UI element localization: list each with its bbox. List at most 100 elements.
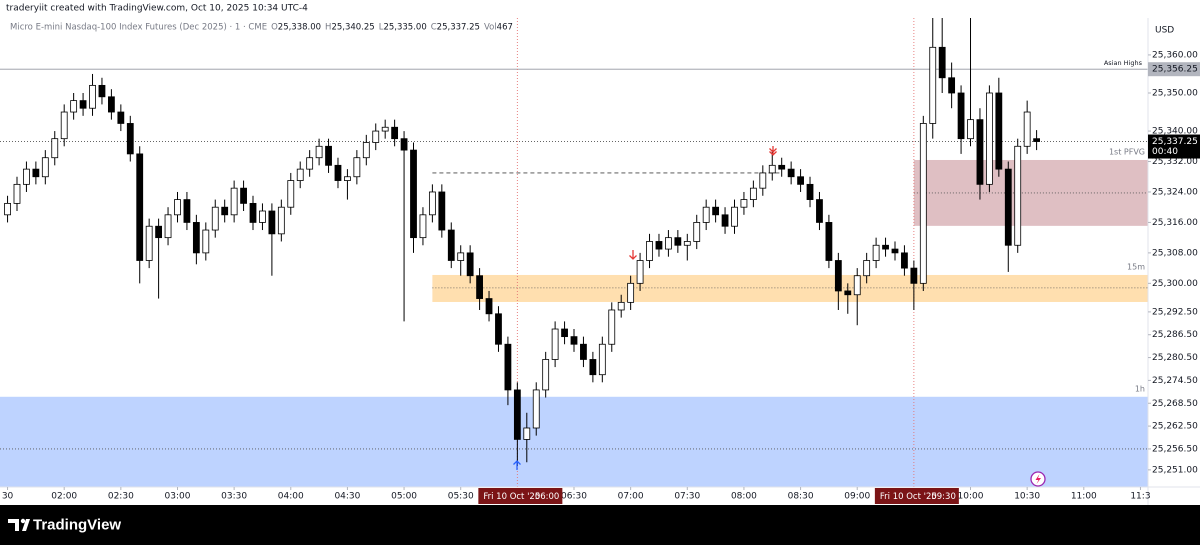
candle-body xyxy=(665,237,672,250)
alert-icon xyxy=(1030,471,1046,487)
x-tick-label: 06:30 xyxy=(561,492,587,502)
y-tick-label: 25,286.50 xyxy=(1152,330,1198,340)
candle-body xyxy=(259,210,266,223)
candle-body xyxy=(4,202,11,216)
candle-body xyxy=(570,336,578,345)
candle-body xyxy=(249,202,257,223)
candle-body xyxy=(957,92,965,140)
candle-body xyxy=(608,309,616,345)
candle-body xyxy=(580,343,587,360)
marker-date: Fri 10 Oct '25 xyxy=(880,492,937,502)
x-tick-label: 03:00 xyxy=(165,492,191,502)
candle-body xyxy=(683,241,691,246)
candle-body xyxy=(844,290,852,296)
legend-value: 25,335.00 xyxy=(383,23,426,33)
candle-body xyxy=(778,164,786,170)
candle-body xyxy=(504,343,512,391)
candle-body xyxy=(221,206,229,216)
candle-body xyxy=(589,359,597,376)
x-tick-label: 08:00 xyxy=(731,492,757,502)
last-price-box xyxy=(1148,134,1200,159)
candle-body xyxy=(372,130,380,143)
candle-body xyxy=(89,84,96,109)
brand-logo xyxy=(8,518,30,531)
candle-body xyxy=(155,225,163,239)
candle-body xyxy=(70,100,78,113)
candle-body xyxy=(277,206,285,235)
candle-body xyxy=(391,126,399,140)
level-name: Asian Highs xyxy=(1104,59,1143,67)
candle-body xyxy=(948,77,956,94)
x-tick-label: 04:30 xyxy=(334,492,360,502)
candle-body xyxy=(891,248,899,254)
candle-body xyxy=(693,222,701,242)
last-price-label: 25,337.25 xyxy=(1152,137,1198,147)
candle-body xyxy=(400,138,408,151)
x-tick-label: 10:30 xyxy=(1014,492,1040,502)
y-tick-label: 25,360.00 xyxy=(1152,50,1198,60)
candle-body xyxy=(495,313,502,345)
marker-time-box xyxy=(478,488,563,504)
zone-label: 15m xyxy=(1127,262,1145,271)
candle-body xyxy=(315,145,323,159)
candle-body xyxy=(230,187,238,216)
candle-body xyxy=(108,96,115,113)
x-tick-label: 07:00 xyxy=(618,492,644,502)
candle-body xyxy=(145,225,153,261)
x-tick-label: 09:00 xyxy=(844,492,870,502)
x-tick-label: 11:00 xyxy=(1071,492,1097,502)
legend-key: H xyxy=(325,23,331,33)
candle-body xyxy=(13,183,21,204)
candle-body xyxy=(872,244,880,261)
candle-body xyxy=(183,199,191,223)
y-tick-label: 25,340.00 xyxy=(1152,127,1198,137)
candle-body xyxy=(287,180,295,208)
candle-body xyxy=(164,214,172,239)
candle-body xyxy=(740,199,748,208)
candle-body xyxy=(598,343,606,376)
candle-body xyxy=(306,157,314,170)
candle-body xyxy=(438,191,446,231)
candle-body xyxy=(542,359,550,391)
candle-body xyxy=(466,252,474,277)
legend-key: Vol xyxy=(484,23,497,33)
x-tick-label: 10:00 xyxy=(958,492,984,502)
candle-body xyxy=(136,153,144,261)
zone-label: 1h xyxy=(1135,384,1145,393)
y-tick-label: 25,274.50 xyxy=(1152,376,1198,386)
candle-body xyxy=(636,260,644,284)
candle-body xyxy=(41,157,49,178)
y-tick-label: 25,316.00 xyxy=(1152,218,1198,228)
candle-body xyxy=(646,241,653,261)
candle-body xyxy=(863,260,871,277)
candle-body xyxy=(901,252,908,269)
candle-body xyxy=(674,237,682,246)
candle-body xyxy=(882,244,889,250)
up-arrow xyxy=(513,460,521,470)
signal-arrows xyxy=(513,146,777,470)
candle-body xyxy=(532,389,540,429)
candle-body xyxy=(381,126,389,132)
candle-body xyxy=(202,229,210,254)
candle-body xyxy=(353,157,361,178)
y-tick-label: 25,268.50 xyxy=(1152,399,1198,409)
candle-body xyxy=(410,149,417,239)
candle-body xyxy=(919,123,927,284)
candle-body xyxy=(929,46,937,124)
x-tick-label: 30 xyxy=(2,492,14,502)
x-tick-label: 11:3 xyxy=(1130,492,1150,502)
candle-body xyxy=(419,214,427,239)
candle-body xyxy=(749,187,757,200)
candle-body xyxy=(60,111,68,140)
candle-body xyxy=(23,168,30,185)
candle-body xyxy=(561,328,568,338)
candle-body xyxy=(513,389,521,440)
x-tick-label: 03:30 xyxy=(221,492,247,502)
candle-body xyxy=(1033,138,1040,142)
candle-body xyxy=(1014,145,1022,246)
x-tick-label: 05:00 xyxy=(391,492,417,502)
candle-body xyxy=(211,206,219,231)
candle-body xyxy=(825,222,833,261)
candle-body xyxy=(1004,168,1012,246)
